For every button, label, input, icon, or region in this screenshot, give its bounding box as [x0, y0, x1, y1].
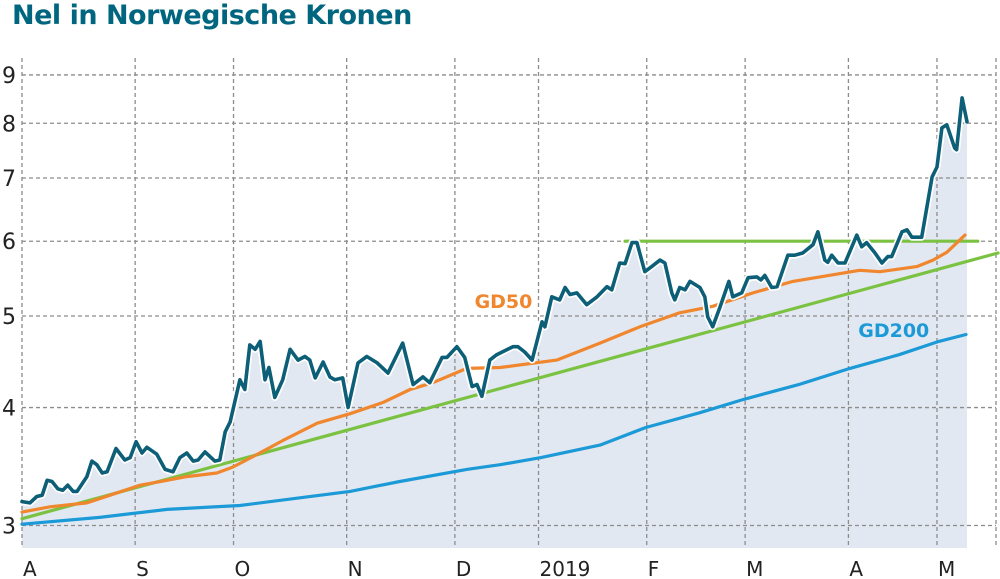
- x-tick-label: O: [235, 557, 251, 579]
- y-tick-label: 3: [2, 515, 16, 540]
- y-tick-label: 8: [2, 112, 16, 137]
- x-tick-label: M: [938, 557, 955, 579]
- price-area-layer: [22, 97, 967, 549]
- series-trendlinie-line: [20, 251, 1000, 521]
- x-tick-label: S: [136, 557, 149, 579]
- series-kurs-line: [20, 96, 969, 505]
- price-area-fill: [22, 97, 967, 549]
- series-label: GD50: [475, 291, 533, 313]
- tick-labels: 3 4 5 6 7 8 9 A S O N D 2019 F M A M: [2, 64, 955, 579]
- x-tick-label: N: [348, 557, 363, 579]
- y-tick-label: 7: [2, 167, 16, 192]
- y-tick-label: 5: [2, 305, 16, 330]
- y-tick-label: 6: [2, 230, 16, 255]
- x-tick-label: A: [23, 557, 37, 579]
- y-tick-label: 4: [2, 397, 16, 422]
- series-gd50-line: [20, 233, 967, 514]
- x-tick-label: 2019: [540, 557, 591, 579]
- x-tick-label: D: [456, 557, 471, 579]
- x-tick-label: M: [746, 557, 763, 579]
- x-tick-label: A: [849, 557, 863, 579]
- y-tick-label: 9: [2, 64, 16, 89]
- series-label: GD200: [858, 320, 929, 342]
- series-layer: [20, 94, 1000, 526]
- x-tick-label: F: [648, 557, 660, 579]
- annotations: GD50 GD200: [475, 291, 930, 342]
- chart-title: Nel in Norwegische Kronen: [12, 0, 412, 31]
- series-gd200-line: [20, 332, 968, 526]
